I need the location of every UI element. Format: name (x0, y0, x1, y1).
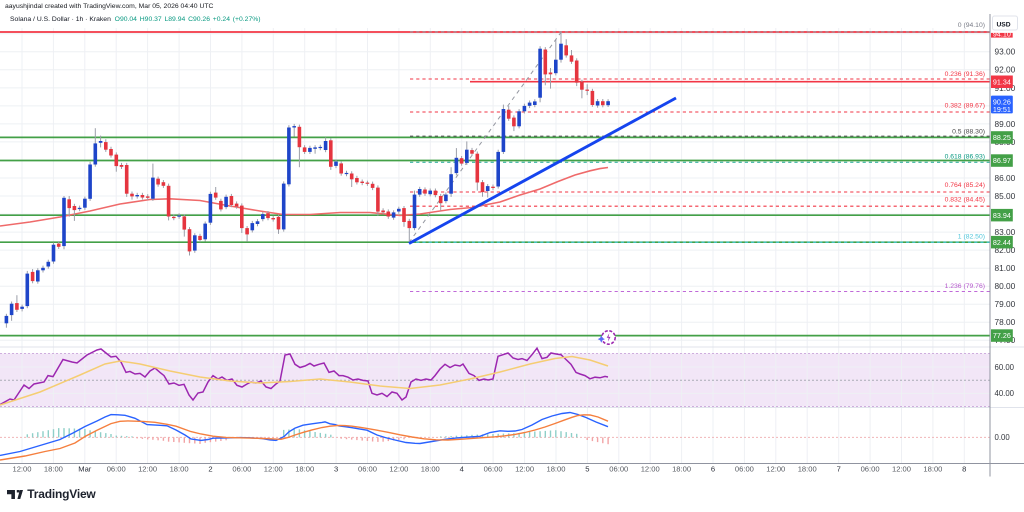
svg-text:0.764 (85.24): 0.764 (85.24) (945, 182, 985, 189)
svg-text:06:00: 06:00 (358, 465, 377, 474)
svg-text:18:00: 18:00 (44, 465, 63, 474)
svg-text:12:00: 12:00 (264, 465, 283, 474)
svg-text:78.00: 78.00 (995, 317, 1016, 327)
svg-text:06:00: 06:00 (861, 465, 880, 474)
svg-text:82.44: 82.44 (993, 238, 1011, 247)
svg-text:18:00: 18:00 (295, 465, 314, 474)
svg-text:77.26: 77.26 (993, 331, 1011, 340)
svg-text:8: 8 (962, 465, 966, 474)
svg-text:12:00: 12:00 (641, 465, 660, 474)
svg-text:0.5 (88.30): 0.5 (88.30) (952, 129, 985, 136)
svg-text:18:00: 18:00 (421, 465, 440, 474)
svg-text:86.97: 86.97 (993, 156, 1011, 165)
svg-text:83.00: 83.00 (995, 227, 1016, 237)
svg-text:82.00: 82.00 (995, 245, 1016, 255)
svg-text:0.618 (86.93): 0.618 (86.93) (945, 154, 985, 161)
svg-text:18:00: 18:00 (923, 465, 942, 474)
svg-text:83.94: 83.94 (993, 211, 1011, 220)
svg-text:85.00: 85.00 (995, 191, 1016, 201)
svg-text:0.00: 0.00 (995, 433, 1011, 442)
svg-text:12:00: 12:00 (515, 465, 534, 474)
svg-text:0.832 (84.45): 0.832 (84.45) (945, 196, 985, 203)
svg-text:3: 3 (334, 465, 338, 474)
svg-text:4: 4 (460, 465, 464, 474)
svg-text:Mar: Mar (78, 465, 92, 474)
svg-text:91.34: 91.34 (993, 77, 1011, 86)
svg-text:18:00: 18:00 (546, 465, 565, 474)
svg-text:86.00: 86.00 (995, 173, 1016, 183)
svg-text:0 (94.10): 0 (94.10) (958, 22, 985, 29)
svg-text:60.00: 60.00 (995, 363, 1015, 372)
svg-text:19:51: 19:51 (993, 105, 1011, 114)
svg-text:89.00: 89.00 (995, 119, 1016, 129)
svg-text:7: 7 (837, 465, 841, 474)
svg-text:1 (82.50): 1 (82.50) (958, 233, 985, 240)
svg-text:1.236 (79.76): 1.236 (79.76) (945, 283, 985, 290)
svg-text:18:00: 18:00 (672, 465, 691, 474)
svg-text:18:00: 18:00 (170, 465, 189, 474)
svg-text:12:00: 12:00 (12, 465, 31, 474)
svg-text:94.10: 94.10 (993, 29, 1011, 38)
svg-text:06:00: 06:00 (484, 465, 503, 474)
svg-text:06:00: 06:00 (609, 465, 628, 474)
svg-text:79.00: 79.00 (995, 299, 1016, 309)
svg-text:06:00: 06:00 (107, 465, 126, 474)
svg-text:12:00: 12:00 (892, 465, 911, 474)
svg-text:18:00: 18:00 (798, 465, 817, 474)
svg-text:0.236 (91.36): 0.236 (91.36) (945, 71, 985, 78)
svg-text:2: 2 (208, 465, 212, 474)
svg-text:USD: USD (996, 21, 1010, 28)
svg-text:12:00: 12:00 (389, 465, 408, 474)
svg-text:81.00: 81.00 (995, 263, 1016, 273)
svg-text:12:00: 12:00 (766, 465, 785, 474)
svg-text:5: 5 (585, 465, 589, 474)
svg-text:0.382 (89.67): 0.382 (89.67) (945, 102, 985, 109)
svg-text:40.00: 40.00 (995, 389, 1015, 398)
svg-text:06:00: 06:00 (232, 465, 251, 474)
svg-text:06:00: 06:00 (735, 465, 754, 474)
svg-text:6: 6 (711, 465, 715, 474)
svg-text:93.00: 93.00 (995, 47, 1016, 57)
svg-text:90.26: 90.26 (993, 98, 1011, 107)
svg-text:80.00: 80.00 (995, 281, 1016, 291)
svg-text:92.00: 92.00 (995, 65, 1016, 75)
svg-text:88.25: 88.25 (993, 133, 1011, 142)
svg-text:12:00: 12:00 (138, 465, 157, 474)
